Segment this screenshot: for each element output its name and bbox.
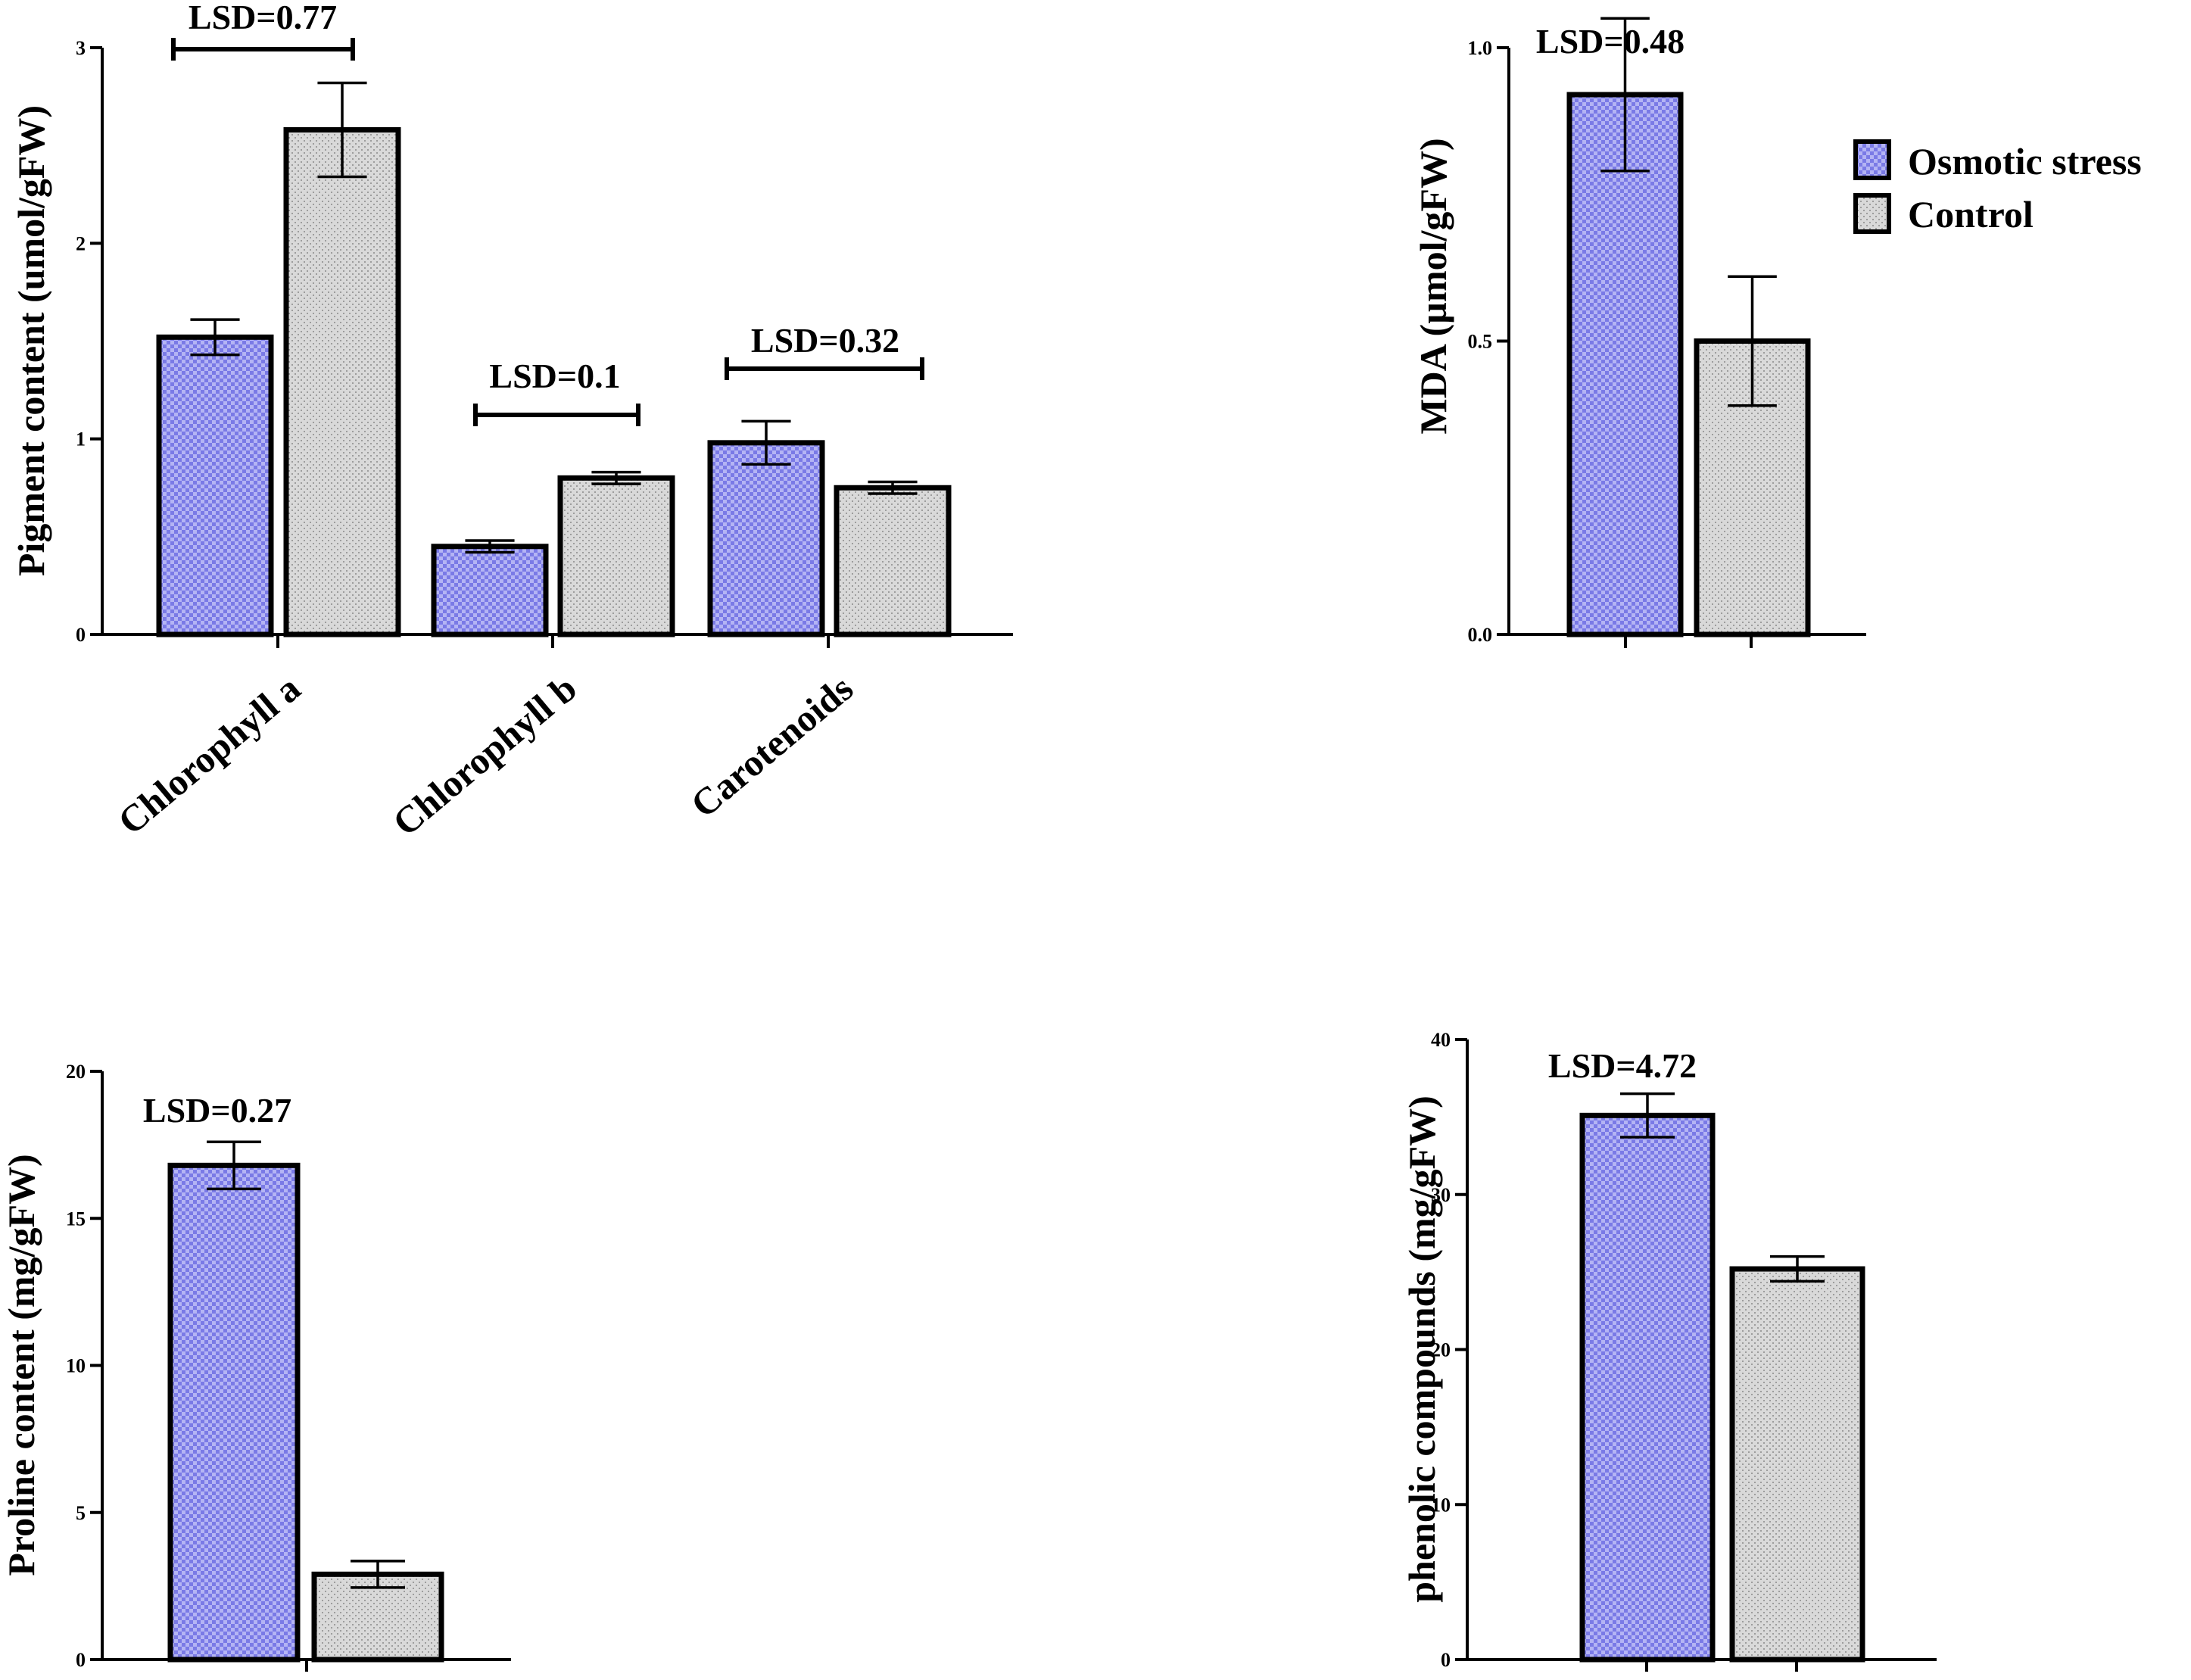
- legend-swatch-osmotic: [1853, 139, 1891, 180]
- y-tick-label: 0: [76, 624, 86, 646]
- bar-control: [557, 475, 675, 637]
- error-bar: [1728, 275, 1777, 407]
- error-bar: [207, 1140, 261, 1191]
- legend-swatch-control: [1853, 193, 1891, 234]
- x-category-label: Chlorophyll a: [110, 667, 308, 843]
- lsd-label: LSD=0.27: [143, 1091, 291, 1130]
- legend: Osmotic stress Control: [1853, 139, 2142, 235]
- y-tick-label: 2: [76, 232, 86, 254]
- y-axis-title: Proline content (mg/gFW): [0, 1154, 42, 1576]
- y-tick-label: 3: [76, 37, 86, 59]
- error-bar: [1770, 1255, 1825, 1283]
- y-tick-label: 1: [76, 429, 86, 450]
- error-bar: [741, 419, 791, 466]
- x-category-label: Carotenoids: [683, 667, 861, 826]
- error-bar: [591, 470, 641, 485]
- y-axis-title: phenolic compounds (mg/gFW): [1401, 1096, 1443, 1603]
- error-bar: [868, 480, 918, 495]
- y-tick-label: 0: [76, 1649, 86, 1671]
- bar-control: [834, 485, 952, 637]
- bar-osmotic-stress: [431, 544, 549, 637]
- y-tick-label: 10: [1431, 1494, 1451, 1516]
- error-bar: [351, 1560, 405, 1589]
- y-tick-label: 30: [1431, 1184, 1451, 1206]
- error-bar: [1620, 1092, 1675, 1139]
- mda-chart: 0.0 0.5 1.0 MDA (µmol/gFW) LSD=0.48: [1412, 17, 1866, 648]
- phenolic-chart: 0 10 20 30 40 phenolic compounds (mg/gFW) LS…: [1401, 1029, 1937, 1672]
- y-tick-label: 10: [66, 1355, 86, 1377]
- lsd-bracket: [171, 38, 355, 61]
- error-bar: [465, 539, 515, 554]
- y-tick-label: 5: [76, 1502, 86, 1524]
- error-bar: [317, 81, 367, 179]
- lsd-bracket: [473, 404, 640, 426]
- y-tick-label: 1.0: [1468, 37, 1493, 59]
- y-axis-title: Pigment content (umol/gFW): [10, 105, 52, 576]
- bar-osmotic-stress: [1566, 92, 1684, 637]
- y-axis-title: MDA (µmol/gFW): [1412, 138, 1454, 434]
- bar-osmotic-stress: [167, 1162, 301, 1663]
- bar-control: [283, 127, 401, 637]
- y-tick-label: 15: [66, 1208, 86, 1230]
- y-tick-label: 0.0: [1468, 624, 1493, 646]
- bar-osmotic-stress: [707, 440, 825, 637]
- lsd-bracket: [725, 357, 924, 380]
- lsd-label: LSD=4.72: [1548, 1046, 1697, 1085]
- bar-control: [1729, 1266, 1865, 1663]
- x-category-label: Chlorophyll b: [385, 667, 584, 844]
- lsd-label: LSD=0.1: [489, 357, 620, 395]
- legend-label-osmotic: Osmotic stress: [1908, 140, 2142, 182]
- error-bar: [190, 318, 240, 357]
- bar-osmotic-stress: [156, 334, 274, 637]
- y-tick-label: 40: [1431, 1029, 1451, 1051]
- y-tick-label: 0.5: [1468, 331, 1493, 353]
- proline-chart: 0 5 10 15 20 Proline content (mg/gFW) LSD=0.…: [0, 1061, 511, 1672]
- y-tick-label: 0: [1441, 1649, 1451, 1671]
- y-tick-label: 20: [66, 1061, 86, 1083]
- error-bar: [1600, 17, 1650, 173]
- pigment-chart: 0 1 2 3 Pigment content (umol/gFW) Chloroph…: [10, 0, 1013, 844]
- y-tick-label: 20: [1431, 1339, 1451, 1361]
- legend-label-control: Control: [1908, 193, 2034, 235]
- lsd-label: LSD=0.77: [189, 0, 337, 36]
- lsd-label: LSD=0.48: [1536, 22, 1685, 61]
- bar-osmotic-stress: [1579, 1112, 1716, 1663]
- lsd-label: LSD=0.32: [751, 321, 899, 360]
